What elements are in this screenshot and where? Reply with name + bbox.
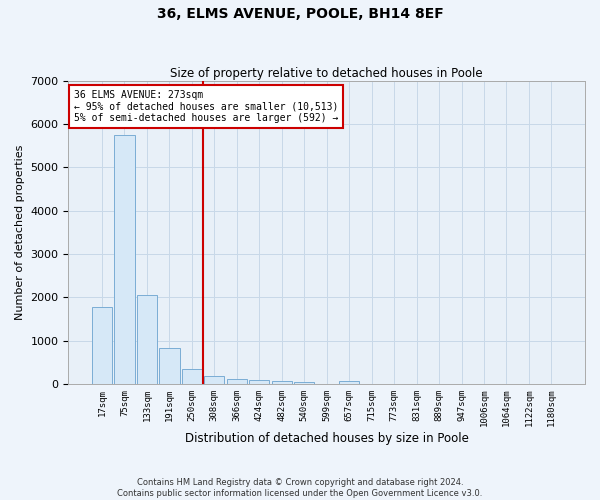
Bar [159,348,179,384]
Bar [294,382,314,384]
Bar [204,376,224,384]
Bar [227,380,247,384]
Bar [92,307,112,384]
Bar [137,295,157,384]
Bar [115,135,134,384]
Text: Contains HM Land Registry data © Crown copyright and database right 2024.
Contai: Contains HM Land Registry data © Crown c… [118,478,482,498]
Title: Size of property relative to detached houses in Poole: Size of property relative to detached ho… [170,66,483,80]
Bar [272,380,292,384]
Text: 36 ELMS AVENUE: 273sqm
← 95% of detached houses are smaller (10,513)
5% of semi-: 36 ELMS AVENUE: 273sqm ← 95% of detached… [74,90,338,123]
X-axis label: Distribution of detached houses by size in Poole: Distribution of detached houses by size … [185,432,469,445]
Bar [182,369,202,384]
Text: 36, ELMS AVENUE, POOLE, BH14 8EF: 36, ELMS AVENUE, POOLE, BH14 8EF [157,8,443,22]
Bar [339,382,359,384]
Bar [249,380,269,384]
Y-axis label: Number of detached properties: Number of detached properties [15,144,25,320]
